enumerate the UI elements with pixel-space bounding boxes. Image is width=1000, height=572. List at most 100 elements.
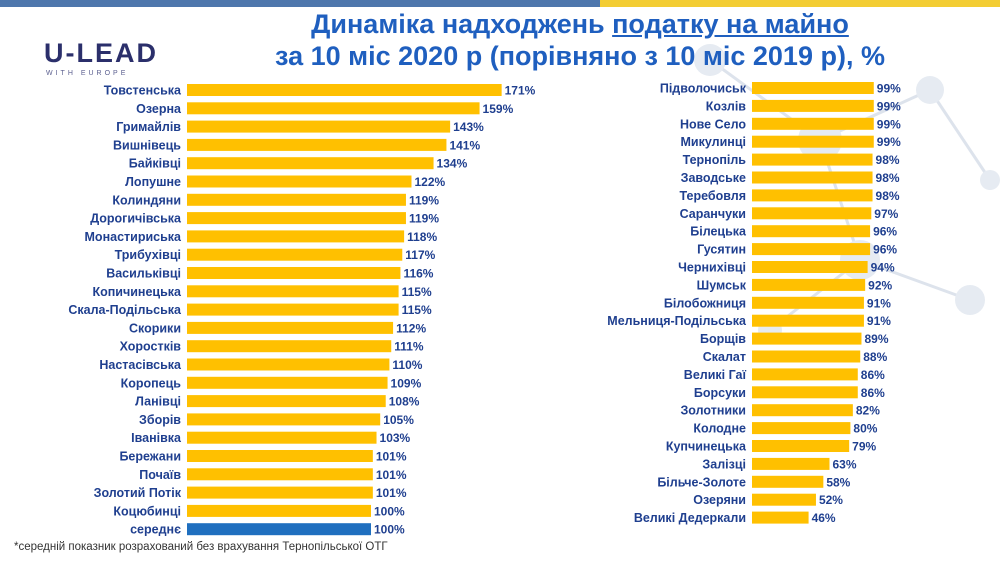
left-chart-value-label: 110%	[392, 358, 422, 372]
left-chart-category-label: Ланівці	[135, 395, 181, 409]
left-chart-bar	[187, 358, 390, 371]
left-bar-chart: Товстенська 171% Озерна 159% Гримайлів 143% Ви…	[68, 84, 535, 537]
left-chart-bar	[187, 340, 392, 353]
right-chart-value-label: 80%	[853, 422, 877, 436]
right-chart-category-label: Білобожниця	[664, 296, 746, 310]
page-title: Динаміка надходжень податку на майно за …	[190, 8, 970, 72]
left-chart-bar	[187, 193, 406, 206]
right-chart-value-label: 86%	[861, 386, 885, 400]
left-chart-bar	[187, 395, 386, 408]
right-chart-value-label: 98%	[876, 189, 900, 203]
right-chart-category-label: Борсуки	[694, 386, 746, 400]
right-chart-value-label: 98%	[876, 153, 900, 167]
right-chart-category-label: Тернопіль	[683, 153, 747, 167]
right-chart-category-label: Озеряни	[693, 493, 746, 507]
right-chart-value-label: 46%	[812, 511, 836, 525]
title-line-1: Динаміка надходжень податку на майно	[190, 8, 970, 40]
right-chart-category-label: Саранчуки	[680, 207, 746, 221]
left-chart-category-label: Бережани	[119, 450, 181, 464]
right-chart-bar	[752, 171, 873, 184]
left-chart-category-label: Озерна	[136, 102, 182, 116]
right-chart-bar	[752, 386, 858, 399]
left-chart-bar	[187, 175, 412, 188]
left-chart-value-label: 101%	[376, 450, 407, 464]
left-chart-value-label: 111%	[394, 340, 424, 354]
left-chart-bar	[187, 303, 399, 316]
left-chart-value-label: 101%	[376, 486, 407, 500]
left-chart-bar	[187, 321, 394, 334]
left-chart-bar	[187, 431, 377, 444]
left-chart-value-label: 109%	[391, 376, 422, 390]
left-chart-value-label: 159%	[483, 102, 514, 116]
left-chart-category-label: Скорики	[129, 321, 181, 335]
left-chart-category-label: Коропець	[121, 376, 182, 390]
right-chart-value-label: 94%	[871, 261, 895, 275]
left-chart-bar	[187, 248, 403, 261]
left-chart-value-label: 116%	[403, 267, 433, 281]
right-chart-category-label: Великі Гаї	[684, 368, 747, 382]
right-chart-value-label: 91%	[867, 314, 891, 328]
right-chart-category-label: Скалат	[703, 350, 746, 364]
right-chart-value-label: 91%	[867, 296, 891, 310]
left-chart-value-label: 105%	[383, 413, 414, 427]
right-chart-bar	[752, 350, 861, 363]
right-chart-value-label: 92%	[868, 278, 892, 292]
left-chart-value-label: 119%	[409, 212, 439, 226]
logo-main-text: U-LEAD	[44, 38, 158, 68]
right-chart-category-label: Залізці	[702, 457, 746, 471]
left-chart-value-label: 100%	[374, 523, 405, 537]
left-chart-value-label: 117%	[405, 248, 435, 262]
left-chart-bar	[187, 486, 373, 499]
right-chart-bar	[752, 457, 830, 470]
title-line-2: за 10 міс 2020 р (порівняно з 10 міс 201…	[275, 41, 885, 71]
left-chart-bar	[187, 138, 447, 151]
right-chart-value-label: 98%	[876, 171, 900, 185]
left-chart-category-label: Скала-Подільська	[68, 303, 182, 317]
right-chart-category-label: Купчинецька	[666, 440, 747, 454]
left-chart-category-label: Дорогичівська	[90, 212, 182, 226]
right-chart-category-label: Нове Село	[680, 117, 746, 131]
left-chart-bar	[187, 285, 399, 298]
right-chart-bar	[752, 296, 864, 309]
right-chart-category-label: Заводське	[681, 171, 746, 185]
left-chart-value-label: 118%	[407, 230, 437, 244]
left-chart-value-label: 134%	[437, 157, 468, 171]
left-chart-bar	[187, 267, 401, 279]
left-chart-value-label: 115%	[402, 303, 432, 317]
left-chart-bar	[187, 102, 480, 115]
right-chart-bar	[752, 475, 824, 488]
right-chart-bar	[752, 243, 871, 256]
left-chart-bar	[187, 84, 502, 96]
right-chart-category-label: Козлів	[706, 99, 747, 113]
left-chart-value-label: 115%	[402, 285, 432, 299]
right-chart-value-label: 88%	[863, 350, 887, 364]
right-chart-value-label: 63%	[832, 457, 856, 471]
right-chart-category-label: Борщів	[700, 332, 746, 346]
left-chart-category-label: Гримайлів	[116, 120, 181, 134]
left-chart-category-label: Васильківці	[106, 267, 181, 281]
right-chart-bar	[752, 511, 809, 524]
left-chart-bar	[187, 376, 388, 389]
right-chart-value-label: 97%	[874, 207, 898, 221]
left-chart-category-label: Хоростків	[120, 340, 182, 354]
left-chart-category-label: Почаїв	[139, 468, 181, 482]
title-underlined: податку на майно	[612, 9, 849, 39]
left-chart-bar	[187, 120, 451, 133]
right-chart-category-label: Більче-Золоте	[657, 475, 746, 489]
left-chart-bar	[187, 230, 405, 243]
left-chart-value-label: 100%	[374, 504, 405, 518]
left-chart-value-label: 119%	[409, 193, 439, 207]
left-chart-bar	[187, 504, 371, 517]
right-chart-bar	[752, 82, 874, 94]
left-chart-category-label: Іванівка	[131, 431, 182, 445]
right-chart-value-label: 99%	[877, 82, 901, 96]
left-chart-category-label: Колиндяни	[112, 193, 181, 207]
left-chart-category-label: Вишнівець	[113, 138, 181, 152]
right-chart-value-label: 99%	[877, 135, 901, 149]
left-chart-value-label: 112%	[396, 321, 426, 335]
left-chart-value-label: 141%	[449, 138, 480, 152]
right-chart-bar	[752, 225, 871, 238]
left-chart-category-label: Настасівська	[99, 358, 182, 372]
right-chart-value-label: 96%	[873, 243, 897, 257]
left-chart-bar	[187, 450, 373, 462]
